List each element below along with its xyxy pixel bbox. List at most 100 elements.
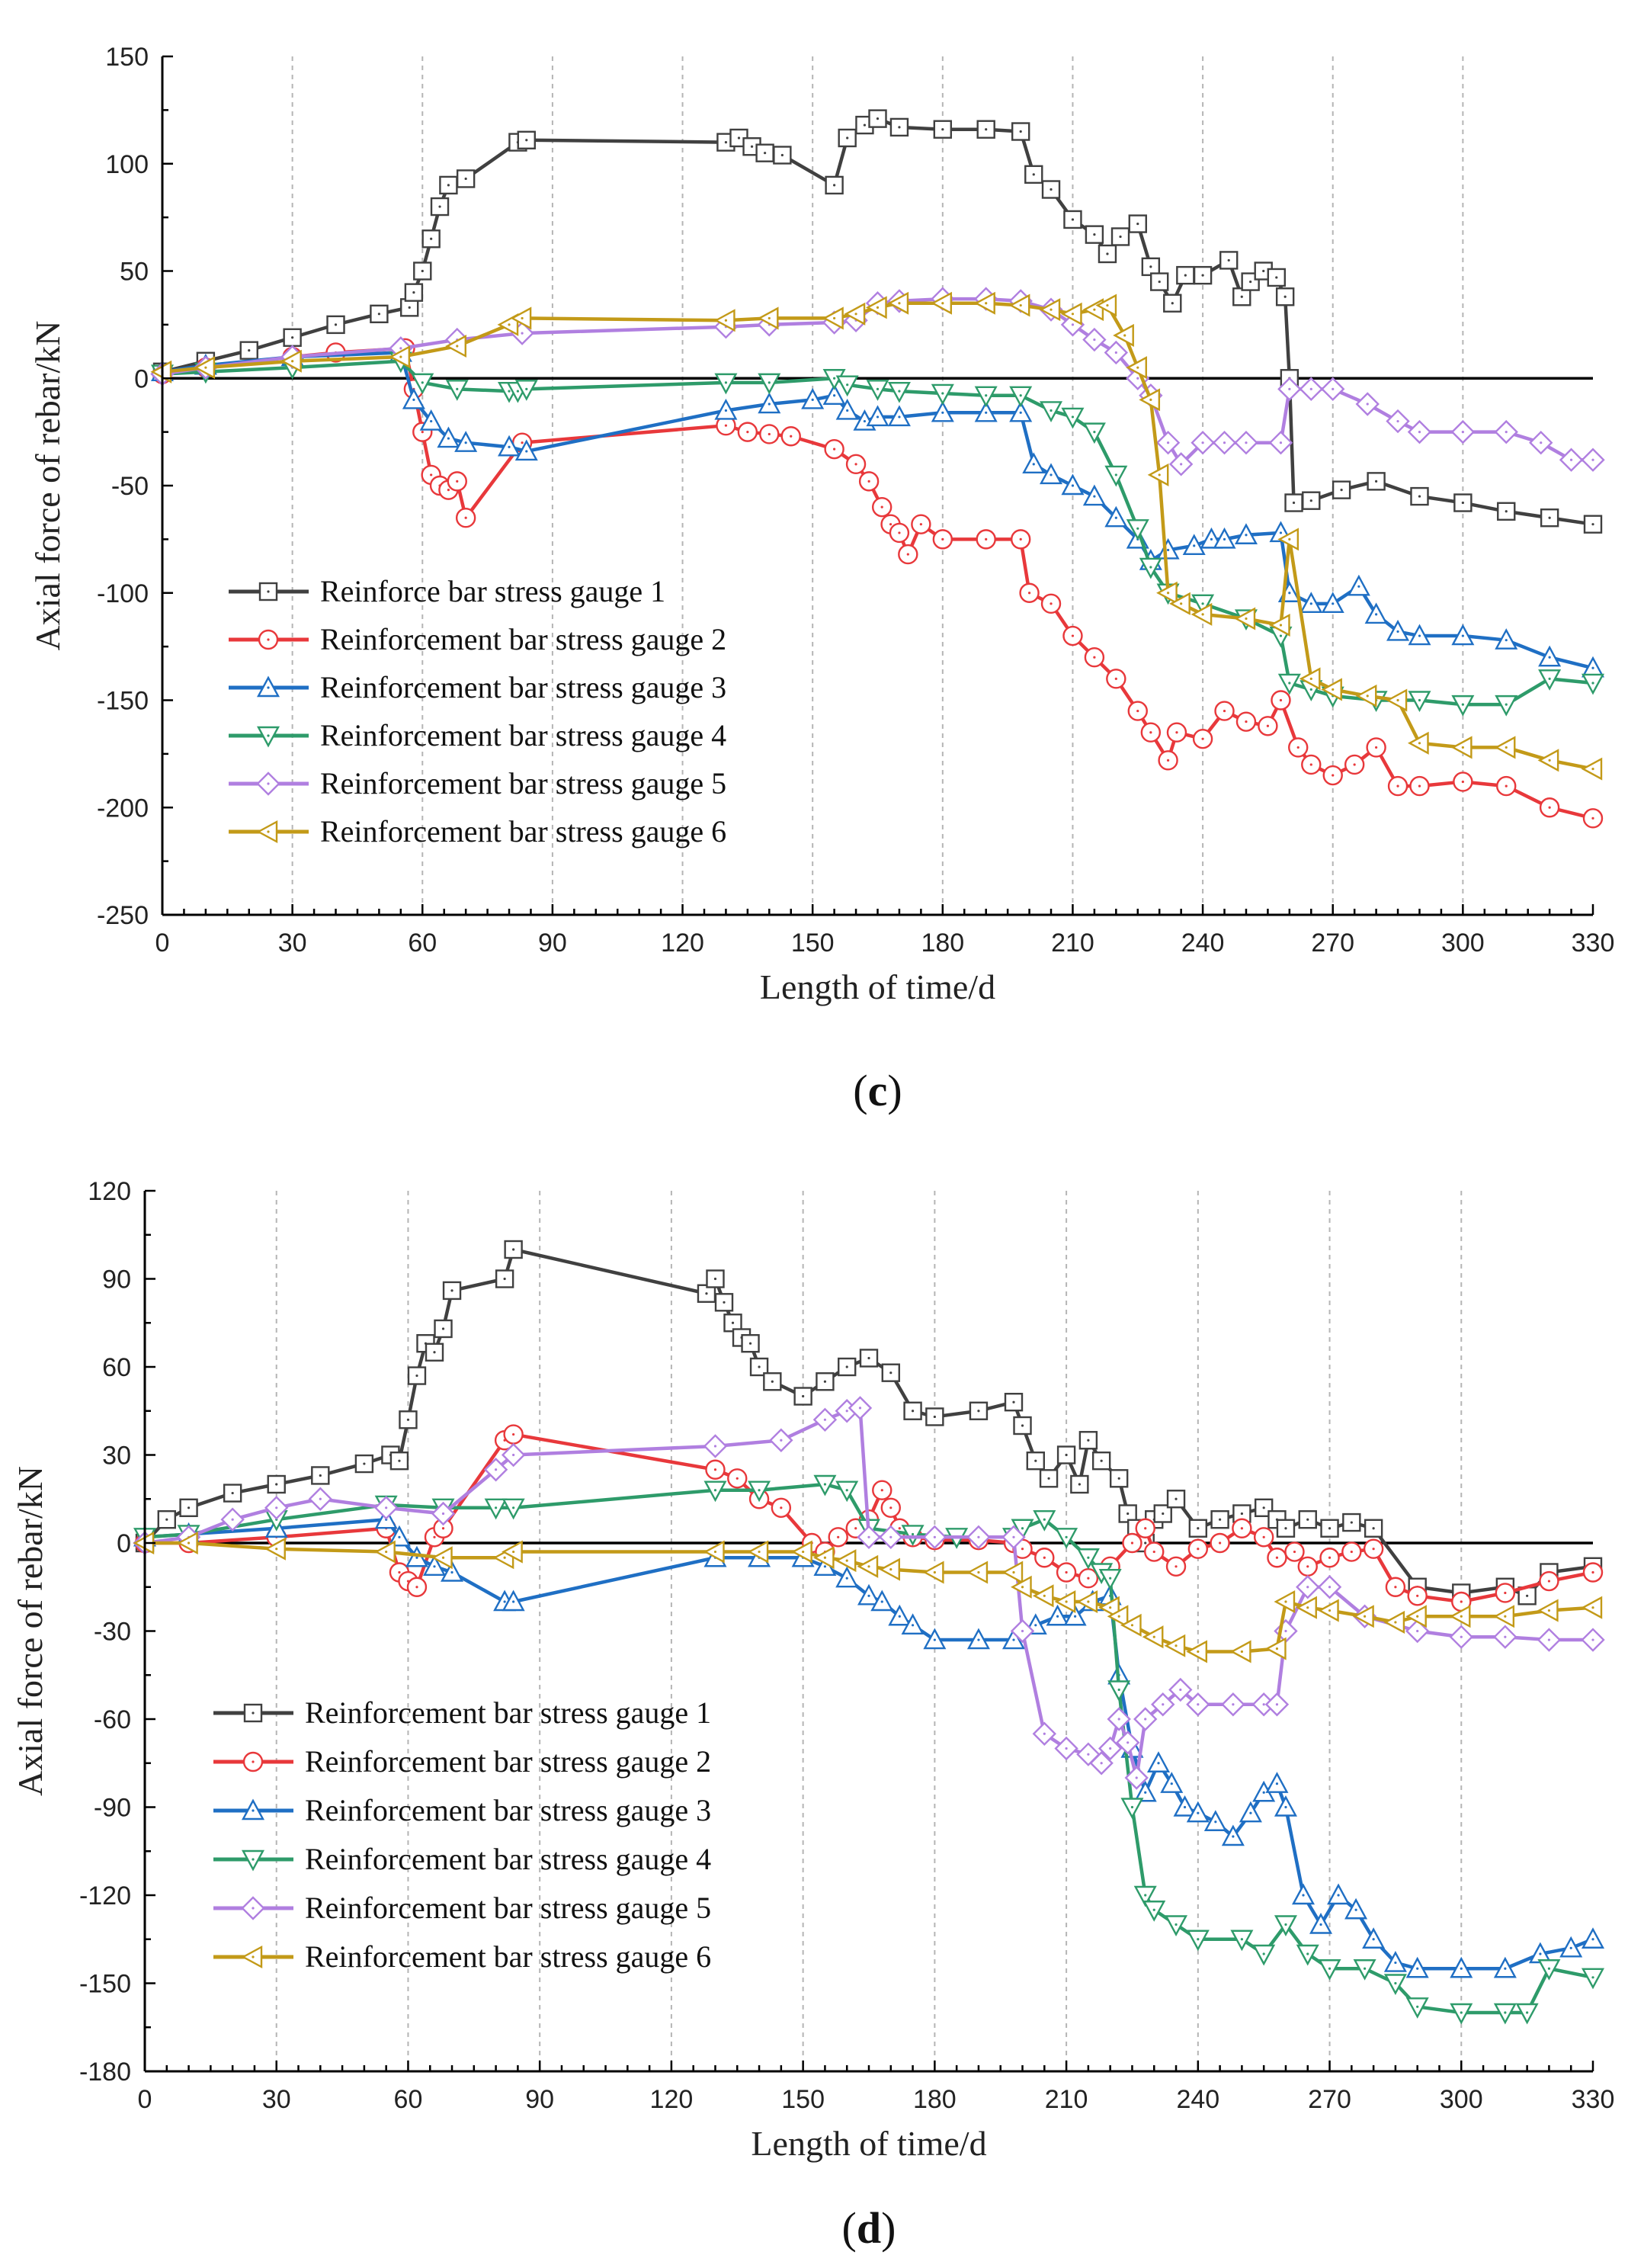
data-point-dot <box>1175 1497 1178 1500</box>
panel-label-close: ) <box>881 2203 896 2253</box>
data-point-dot <box>1232 1835 1235 1838</box>
data-point-dot <box>1275 1703 1279 1706</box>
data-point-dot <box>1372 1527 1375 1530</box>
data-point-dot <box>771 1380 774 1383</box>
data-point-dot <box>713 1550 717 1554</box>
data-point-dot <box>1144 1791 1147 1794</box>
data-point-dot <box>1418 431 1421 434</box>
data-point-dot <box>1219 1518 1222 1521</box>
data-point-dot <box>1372 1938 1375 1941</box>
data-point-dot <box>863 124 867 127</box>
data-point-dot <box>1505 510 1508 513</box>
data-point-dot <box>1309 602 1312 605</box>
data-point-dot <box>898 531 901 534</box>
data-point-dot <box>1306 1952 1309 1955</box>
x-tick-label: 150 <box>781 2085 825 2114</box>
y-tick-label: -60 <box>94 1705 131 1734</box>
data-point-dot <box>1021 1527 1024 1530</box>
data-point-dot <box>433 1565 436 1568</box>
legend-label: Reinforcement bar stress gauge 5 <box>320 766 726 800</box>
legend-marker-dot <box>267 782 270 785</box>
legend-item: Reinforcement bar stress gauge 4 <box>213 1842 711 1876</box>
data-point-dot <box>187 1541 191 1545</box>
data-point-dot <box>823 1483 827 1486</box>
data-point-dot <box>1078 1483 1081 1486</box>
data-point-dot <box>1328 1609 1332 1612</box>
data-point-dot <box>1123 334 1126 337</box>
data-point-dot <box>415 1556 418 1559</box>
data-point-dot <box>399 355 402 358</box>
y-tick-label: -250 <box>97 901 149 930</box>
data-point-dot <box>1319 1923 1322 1926</box>
data-point-dot <box>1021 1586 1024 1589</box>
data-point-dot <box>713 1489 717 1492</box>
data-point-dot <box>1416 1967 1419 1970</box>
data-point-dot <box>1087 1600 1090 1603</box>
panel-label: (c) <box>853 1066 902 1115</box>
data-point-dot <box>1504 1591 1507 1595</box>
data-point-dot <box>854 1527 857 1530</box>
data-point-dot <box>1460 2011 1463 2014</box>
data-point-dot <box>438 205 441 208</box>
data-point-dot <box>1071 634 1075 637</box>
data-point-dot <box>1591 816 1594 820</box>
legend-label: Reinforcement bar stress gauge 3 <box>305 1793 711 1827</box>
data-point-dot <box>977 1570 980 1574</box>
data-point-dot <box>985 302 988 305</box>
data-point-dot <box>385 1506 388 1509</box>
data-point-dot <box>1106 252 1109 255</box>
data-point-dot <box>985 128 988 131</box>
data-point-dot <box>1071 313 1075 316</box>
data-point-dot <box>1288 682 1291 685</box>
data-point-dot <box>275 1483 278 1486</box>
data-point-dot <box>1130 1805 1134 1809</box>
y-axis-title: Axial force of rebar/kN <box>28 321 67 651</box>
legend-marker-dot <box>267 830 270 833</box>
data-point-dot <box>933 1535 936 1538</box>
x-tick-label: 330 <box>1572 929 1615 958</box>
x-tick-label: 240 <box>1181 929 1225 958</box>
data-point-dot <box>456 345 459 348</box>
data-point-dot <box>1504 2011 1507 2014</box>
data-point-dot <box>1197 1811 1200 1814</box>
legend-label: Reinforcement bar stress gauge 4 <box>305 1842 711 1876</box>
data-point-dot <box>1157 1762 1160 1765</box>
data-point-dot <box>512 1550 515 1554</box>
data-point-dot <box>941 537 944 541</box>
data-point-dot <box>1591 666 1594 669</box>
data-point-dot <box>1366 403 1369 406</box>
y-tick-label: 0 <box>134 364 149 393</box>
data-point-dot <box>1117 1615 1120 1618</box>
data-point-dot <box>898 1527 901 1530</box>
data-point-dot <box>780 153 784 157</box>
data-point-dot <box>464 177 467 181</box>
data-point-dot <box>1012 1400 1015 1403</box>
data-point-dot <box>1328 1967 1332 1970</box>
data-point-dot <box>1117 1477 1120 1480</box>
data-point-dot <box>1100 1762 1103 1765</box>
legend-label: Reinforcement bar stress gauge 3 <box>320 670 726 704</box>
data-point-dot <box>833 316 836 320</box>
data-point-dot <box>291 336 294 339</box>
data-point-dot <box>802 1550 805 1554</box>
data-point-dot <box>495 1506 498 1509</box>
data-point-dot <box>898 126 901 129</box>
data-point-dot <box>398 1459 401 1462</box>
y-tick-label: -90 <box>94 1794 131 1823</box>
y-tick-label: -30 <box>94 1618 131 1647</box>
data-point-dot <box>1284 1527 1287 1530</box>
data-point-dot <box>512 1248 515 1251</box>
x-tick-label: 0 <box>155 929 170 958</box>
data-point-dot <box>433 1535 436 1538</box>
data-point-dot <box>441 1556 445 1559</box>
data-point-dot <box>1548 806 1551 809</box>
y-tick-label: -100 <box>97 579 149 608</box>
data-point-dot <box>1050 602 1053 605</box>
data-point-dot <box>503 1556 506 1559</box>
data-point-dot <box>858 1407 862 1410</box>
data-point-dot <box>1126 1741 1130 1744</box>
data-point-dot <box>833 184 836 187</box>
data-point-dot <box>1262 269 1265 273</box>
x-tick-label: 150 <box>791 929 835 958</box>
data-point-dot <box>1309 387 1312 390</box>
